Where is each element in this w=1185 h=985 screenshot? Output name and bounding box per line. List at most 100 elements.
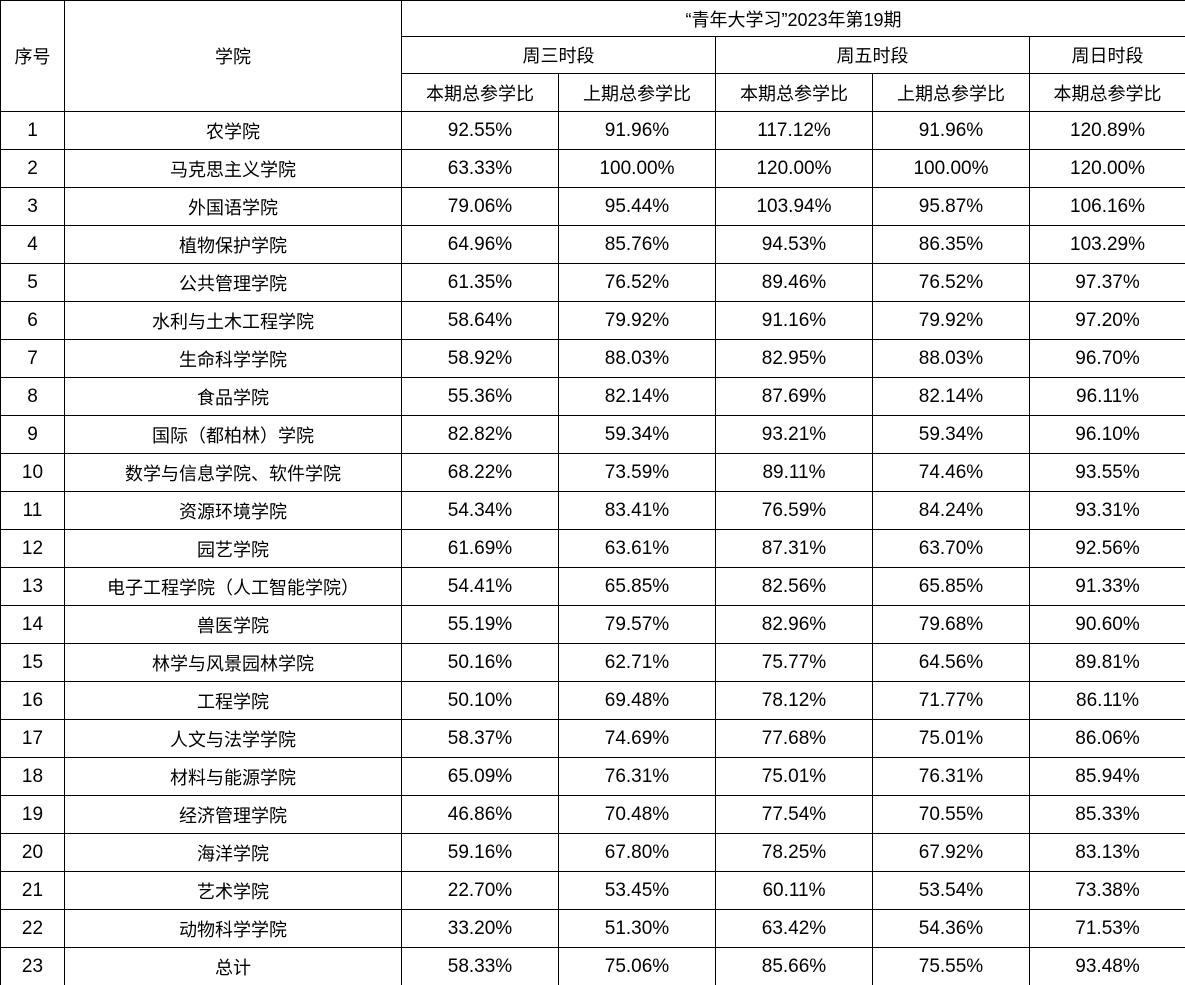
table-row: 6 水利与土木工程学院 58.64% 79.92% 91.16% 79.92% 97.20% [0, 301, 1185, 340]
row-value: 59.16% [401, 833, 559, 872]
row-value: 71.77% [872, 681, 1030, 720]
row-college: 数学与信息学院、软件学院 [64, 453, 402, 492]
row-value: 94.53% [715, 225, 873, 264]
subcol-header: 本期总参学比 [401, 73, 559, 112]
college-header: 学院 [64, 0, 402, 112]
subcol-header: 上期总参学比 [558, 73, 716, 112]
table-row: 4 植物保护学院 64.96% 85.76% 94.53% 86.35% 103.29% [0, 225, 1185, 264]
row-value: 82.95% [715, 339, 873, 378]
row-value: 103.29% [1028, 225, 1185, 264]
row-value: 89.46% [715, 263, 873, 302]
table-row: 1 农学院 92.55% 91.96% 117.12% 91.96% 120.89% [0, 111, 1185, 150]
row-value: 95.44% [558, 187, 716, 226]
row-seq: 10 [0, 453, 65, 492]
row-college: 艺术学院 [64, 871, 402, 910]
table-row: 22 动物科学学院 33.20% 51.30% 63.42% 54.36% 71.53% [0, 909, 1185, 948]
row-value: 82.56% [715, 567, 873, 606]
table-row: 11 资源环境学院 54.34% 83.41% 76.59% 84.24% 93.31% [0, 491, 1185, 530]
row-college: 兽医学院 [64, 605, 402, 644]
row-value: 93.55% [1028, 453, 1185, 492]
table-row: 10 数学与信息学院、软件学院 68.22% 73.59% 89.11% 74.46% 93… [0, 453, 1185, 492]
seq-header: 序号 [0, 0, 65, 112]
group-header-sunday: 周日时段 [1028, 36, 1185, 74]
row-value: 79.57% [558, 605, 716, 644]
row-value: 91.16% [715, 301, 873, 340]
row-seq: 4 [0, 225, 65, 264]
table-row: 15 林学与风景园林学院 50.16% 62.71% 75.77% 64.56% 89.81… [0, 643, 1185, 682]
row-value: 106.16% [1028, 187, 1185, 226]
row-value: 91.33% [1028, 567, 1185, 606]
row-value: 82.82% [401, 415, 559, 454]
row-value: 77.54% [715, 795, 873, 834]
row-seq: 16 [0, 681, 65, 720]
row-value: 97.37% [1028, 263, 1185, 302]
row-value: 51.30% [558, 909, 716, 948]
table-row: 19 经济管理学院 46.86% 70.48% 77.54% 70.55% 85.33% [0, 795, 1185, 834]
row-value: 53.54% [872, 871, 1030, 910]
row-college: 工程学院 [64, 681, 402, 720]
row-value: 120.89% [1028, 111, 1185, 150]
row-value: 100.00% [558, 149, 716, 188]
table-row: 18 材料与能源学院 65.09% 76.31% 75.01% 76.31% 85.94% [0, 757, 1185, 796]
row-seq: 19 [0, 795, 65, 834]
table-row: 12 园艺学院 61.69% 63.61% 87.31% 63.70% 92.56% [0, 529, 1185, 568]
row-value: 65.85% [872, 567, 1030, 606]
row-value: 61.69% [401, 529, 559, 568]
row-seq: 9 [0, 415, 65, 454]
row-seq: 5 [0, 263, 65, 302]
row-value: 33.20% [401, 909, 559, 948]
row-value: 54.34% [401, 491, 559, 530]
row-value: 58.64% [401, 301, 559, 340]
row-value: 76.59% [715, 491, 873, 530]
row-college: 农学院 [64, 111, 402, 150]
row-value: 117.12% [715, 111, 873, 150]
table-header: 序号 学院 “青年大学习”2023年第19期 周三时段 周五时段 周日时段 本期… [0, 0, 1185, 112]
row-value: 93.48% [1028, 947, 1185, 985]
row-college: 经济管理学院 [64, 795, 402, 834]
row-seq: 17 [0, 719, 65, 758]
row-value: 87.31% [715, 529, 873, 568]
row-value: 68.22% [401, 453, 559, 492]
table-row: 5 公共管理学院 61.35% 76.52% 89.46% 76.52% 97.37% [0, 263, 1185, 302]
table-row: 16 工程学院 50.10% 69.48% 78.12% 71.77% 86.11% [0, 681, 1185, 720]
row-value: 55.19% [401, 605, 559, 644]
row-college: 海洋学院 [64, 833, 402, 872]
row-seq: 2 [0, 149, 65, 188]
row-college: 林学与风景园林学院 [64, 643, 402, 682]
group-header-friday: 周五时段 [715, 36, 1030, 74]
table-row: 9 国际（都柏林）学院 82.82% 59.34% 93.21% 59.34% 96.10% [0, 415, 1185, 454]
row-value: 58.33% [401, 947, 559, 985]
row-value: 54.36% [872, 909, 1030, 948]
row-seq: 12 [0, 529, 65, 568]
table-row: 23 总计 58.33% 75.06% 85.66% 75.55% 93.48% [0, 947, 1185, 985]
row-value: 85.76% [558, 225, 716, 264]
row-value: 91.96% [872, 111, 1030, 150]
row-value: 75.77% [715, 643, 873, 682]
row-value: 58.92% [401, 339, 559, 378]
row-seq: 6 [0, 301, 65, 340]
row-value: 22.70% [401, 871, 559, 910]
row-value: 79.68% [872, 605, 1030, 644]
row-college: 园艺学院 [64, 529, 402, 568]
row-value: 86.11% [1028, 681, 1185, 720]
row-value: 79.06% [401, 187, 559, 226]
row-value: 65.85% [558, 567, 716, 606]
row-seq: 20 [0, 833, 65, 872]
row-value: 76.31% [872, 757, 1030, 796]
table-row: 2 马克思主义学院 63.33% 100.00% 120.00% 100.00% 120.0… [0, 149, 1185, 188]
table-row: 7 生命科学学院 58.92% 88.03% 82.95% 88.03% 96.70% [0, 339, 1185, 378]
table-row: 21 艺术学院 22.70% 53.45% 60.11% 53.54% 73.38% [0, 871, 1185, 910]
row-value: 83.13% [1028, 833, 1185, 872]
row-value: 63.33% [401, 149, 559, 188]
row-value: 76.52% [558, 263, 716, 302]
row-seq: 23 [0, 947, 65, 985]
row-college: 资源环境学院 [64, 491, 402, 530]
row-value: 59.34% [872, 415, 1030, 454]
row-seq: 22 [0, 909, 65, 948]
row-value: 74.46% [872, 453, 1030, 492]
row-value: 75.01% [715, 757, 873, 796]
row-seq: 21 [0, 871, 65, 910]
row-value: 91.96% [558, 111, 716, 150]
row-college: 水利与土木工程学院 [64, 301, 402, 340]
